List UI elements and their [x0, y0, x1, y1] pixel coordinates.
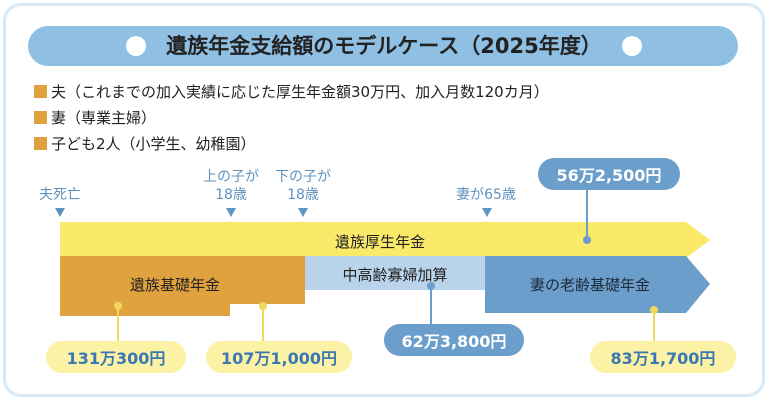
marker-wife-65: 妻が65歳	[456, 187, 516, 203]
connector-basic-one-child	[262, 306, 264, 344]
marker-arrow-first-child	[226, 208, 236, 217]
connector-survivor-employees	[586, 186, 588, 238]
marker-second-child-line2: 18歳	[287, 187, 319, 203]
marker-husband-death: 夫死亡	[39, 187, 81, 203]
amount-basic-one-child: 107万1,000円	[206, 341, 352, 373]
figure-title: 遺族年金支給額のモデルケース（2025年度）	[166, 34, 602, 58]
connector-dot-widow-supplement	[427, 282, 435, 290]
title-bar: 遺族年金支給額のモデルケース（2025年度）	[28, 26, 738, 66]
connector-dot-wife-basic	[650, 306, 658, 314]
marker-arrow-death	[55, 208, 65, 217]
bar-label-widow-supplement: 中高齢寡婦加算	[342, 266, 448, 284]
amount-basic-two-children: 131万300円	[46, 341, 186, 373]
amount-survivor-employees: 56万2,500円	[538, 158, 680, 190]
condition-wife: 妻（専業主婦）	[34, 106, 156, 128]
marker-first-child-line1: 上の子が	[203, 169, 259, 185]
orange-square-icon	[34, 110, 47, 124]
bar-survivor-basic	[60, 256, 305, 316]
connector-dot-basic-two-children	[114, 302, 122, 310]
connector-wife-basic	[653, 310, 655, 344]
connector-dot-survivor-employees	[583, 236, 591, 244]
figure-frame	[3, 3, 765, 397]
bar-widow-supplement	[305, 256, 485, 290]
condition-children: 子ども2人（小学生、幼稚園）	[34, 132, 256, 154]
title-bullet-left	[126, 36, 146, 56]
connector-basic-two-children	[117, 306, 119, 344]
amount-wife-basic: 83万1,700円	[590, 341, 736, 373]
orange-square-icon	[34, 84, 47, 98]
bar-wife-basic	[485, 256, 710, 313]
title-bullet-right	[622, 36, 642, 56]
bar-label-survivor-employees: 遺族厚生年金	[334, 233, 425, 251]
marker-arrow-second-child	[298, 208, 308, 217]
connector-widow-supplement	[430, 286, 432, 326]
orange-square-icon	[34, 136, 47, 150]
condition-husband: 夫（これまでの加入実績に応じた厚生年金額30万円、加入月数120カ月）	[34, 80, 549, 102]
amount-widow-supplement: 62万3,800円	[384, 324, 524, 356]
bar-survivor-employees	[60, 222, 710, 258]
marker-second-child-line1: 下の子が	[275, 169, 331, 185]
bar-label-wife-basic: 妻の老齢基礎年金	[529, 276, 650, 294]
bar-label-survivor-basic: 遺族基礎年金	[129, 276, 220, 294]
marker-arrow-wife-65	[482, 208, 492, 217]
connector-dot-basic-one-child	[259, 302, 267, 310]
marker-first-child-line2: 18歳	[215, 187, 247, 203]
